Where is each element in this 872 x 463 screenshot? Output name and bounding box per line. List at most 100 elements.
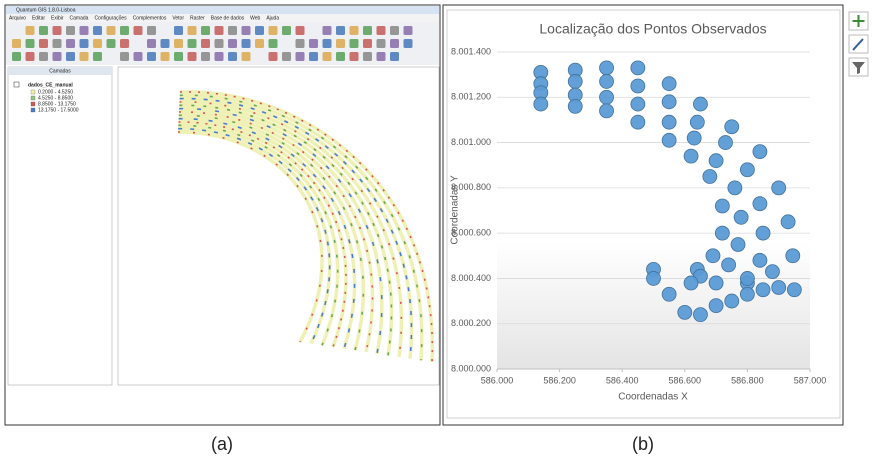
toolbar-icon <box>39 52 48 61</box>
toolbar-icon <box>80 52 89 61</box>
toolbar-icon <box>134 26 143 35</box>
menu-item[interactable]: Vetor <box>172 15 184 21</box>
caption-a: (a) <box>211 434 233 454</box>
menu-item[interactable]: Editar <box>32 15 45 21</box>
toolbar-icon <box>147 39 156 48</box>
toolbar-icon <box>296 26 305 35</box>
figure: Quantum GIS 1.8.0-Lisboa Arquivo Editar Ex… <box>0 0 872 463</box>
point <box>772 280 786 294</box>
toolbar-icon <box>242 39 251 48</box>
toolbar-icon <box>201 26 210 35</box>
toolbar-icon <box>215 26 224 35</box>
point <box>600 74 614 88</box>
point <box>787 283 801 297</box>
toolbar-icon <box>323 39 332 48</box>
point <box>684 149 698 163</box>
legend-label: 13.1750 - 17.5000 <box>38 107 79 113</box>
layer-checkbox[interactable] <box>14 82 19 87</box>
toolbar-icon <box>242 26 251 35</box>
menu-item[interactable]: Arquivo <box>9 15 26 21</box>
menu-item[interactable]: Exibir <box>51 15 64 21</box>
toolbar-icon <box>363 52 372 61</box>
toolbar-icon <box>269 39 278 48</box>
toolbar-icon <box>363 39 372 48</box>
toolbar-icon <box>296 52 305 61</box>
x-axis-title: Coordenadas X <box>618 392 688 403</box>
x-tick-label: 586.200 <box>543 375 576 385</box>
toolbar-icon <box>161 52 170 61</box>
point <box>715 226 729 240</box>
chart-title: Localização dos Pontos Observados <box>539 21 766 37</box>
toolbar-icon <box>269 26 278 35</box>
menu-item[interactable]: Base de dados <box>211 15 245 21</box>
toolbar-icon <box>390 39 399 48</box>
point <box>678 305 692 319</box>
toolbar-icon <box>80 39 89 48</box>
toolbar-icon <box>12 52 21 61</box>
point <box>687 131 701 145</box>
menu-item[interactable]: Complementos <box>133 15 167 21</box>
toolbar-icon <box>188 39 197 48</box>
toolbar-icon <box>134 52 143 61</box>
menu-item[interactable]: Configurações <box>94 15 127 21</box>
toolbar-icon <box>309 39 318 48</box>
toolbar-icon <box>188 52 197 61</box>
menu-item[interactable]: Raster <box>190 15 205 21</box>
legend-swatch <box>31 90 35 94</box>
x-tick-label: 586.600 <box>669 375 702 385</box>
toolbar-icon <box>323 52 332 61</box>
toolbar-icon <box>296 39 305 48</box>
point <box>756 283 770 297</box>
toolbar-icon <box>120 26 129 35</box>
menu-item[interactable]: Ajuda <box>266 15 279 21</box>
point <box>781 215 795 229</box>
point <box>740 163 754 177</box>
toolbar-icon <box>215 52 224 61</box>
y-tick-label: 8.001.400 <box>451 46 491 56</box>
toolbar-icon <box>336 26 345 35</box>
point <box>731 237 745 251</box>
point <box>753 145 767 159</box>
point <box>772 181 786 195</box>
toolbar-icon <box>242 52 251 61</box>
menu-item[interactable]: Web <box>250 15 260 21</box>
point <box>568 99 582 113</box>
point <box>693 308 707 322</box>
menu-item[interactable]: Camada <box>70 15 89 21</box>
toolbar-icon <box>93 39 102 48</box>
point <box>662 115 676 129</box>
toolbar-icon <box>255 26 264 35</box>
point <box>709 299 723 313</box>
toolbar-icon <box>120 39 129 48</box>
point <box>718 136 732 150</box>
point <box>734 210 748 224</box>
point <box>631 97 645 111</box>
toolbar-icon <box>26 52 35 61</box>
toolbar-icon <box>53 26 62 35</box>
point <box>706 249 720 263</box>
point <box>703 170 717 184</box>
toolbar-icon <box>350 39 359 48</box>
point <box>662 95 676 109</box>
window-title: Quantum GIS 1.8.0-Lisboa <box>16 7 76 13</box>
point <box>786 249 800 263</box>
toolbar-icon <box>147 52 156 61</box>
point <box>631 79 645 93</box>
x-tick-label: 586.800 <box>731 375 764 385</box>
y-tick-label: 8.000.200 <box>451 318 491 328</box>
toolbar-icon <box>215 39 224 48</box>
point <box>647 271 661 285</box>
y-axis-title: Coordenadas Y <box>450 175 461 245</box>
toolbar-icon <box>66 39 75 48</box>
toolbar-icon <box>350 26 359 35</box>
toolbar-icon <box>377 26 386 35</box>
toolbar-icon <box>53 52 62 61</box>
point <box>756 226 770 240</box>
caption-b: (b) <box>632 434 654 454</box>
point <box>740 287 754 301</box>
toolbar-icon <box>188 26 197 35</box>
point <box>631 61 645 75</box>
y-tick-label: 8.001.200 <box>451 92 491 102</box>
x-tick-label: 586.000 <box>481 375 514 385</box>
toolbar-icon <box>336 52 345 61</box>
